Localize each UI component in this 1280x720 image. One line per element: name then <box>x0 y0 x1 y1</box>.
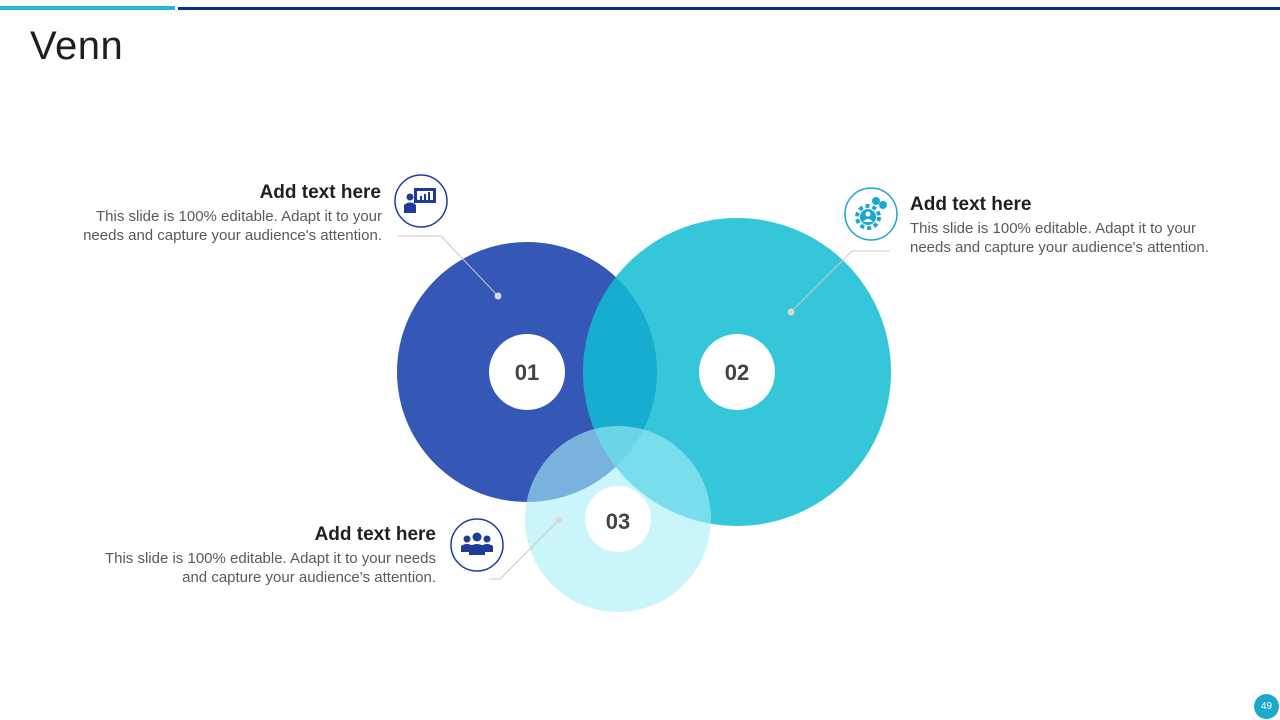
connector-line-01 <box>398 235 499 297</box>
callout-body-03-line-2: and capture your audience's attention. <box>182 569 436 586</box>
callout-heading-02: Add text here <box>910 194 1032 215</box>
callout-body-02-line-1: This slide is 100% editable. Adapt it to… <box>910 220 1196 237</box>
label-disc-02 <box>699 334 775 410</box>
label-disc-03 <box>585 486 651 552</box>
page-number-badge: 49 <box>1254 694 1279 719</box>
presentation-icon <box>394 174 448 228</box>
circle-label-01: 01 <box>515 360 539 385</box>
connector-line-02 <box>790 250 890 313</box>
connector-dot-02 <box>787 308 795 316</box>
callout-body-03-line-1: This slide is 100% editable. Adapt it to… <box>104 550 436 567</box>
callout-body-02-line-2: needs and capture your audience's attent… <box>910 239 1209 256</box>
accent-bar-left <box>0 6 175 10</box>
circle-label-03: 03 <box>606 509 630 534</box>
gear-money-icon <box>844 187 898 241</box>
callout-body-03: This slide is 100% editable. Adapt it to… <box>56 549 436 587</box>
slide-title: Venn <box>30 24 124 68</box>
connector-dot-01 <box>494 292 502 300</box>
team-icon <box>450 518 504 572</box>
connector-dot-03 <box>555 516 563 524</box>
callout-body-02: This slide is 100% editable. Adapt it to… <box>910 219 1250 257</box>
label-disc-01 <box>489 334 565 410</box>
callout-heading-03: Add text here <box>314 524 436 545</box>
callout-body-01-line-2: needs and capture your audience's attent… <box>83 227 382 244</box>
circle-label-02: 02 <box>725 360 749 385</box>
callout-heading-01: Add text here <box>259 182 381 203</box>
callout-body-01: This slide is 100% editable. Adapt it to… <box>40 207 382 245</box>
accent-bar-right <box>178 7 1280 10</box>
callout-body-01-line-1: This slide is 100% editable. Adapt it to… <box>96 208 382 225</box>
connector-line-03 <box>489 519 560 580</box>
